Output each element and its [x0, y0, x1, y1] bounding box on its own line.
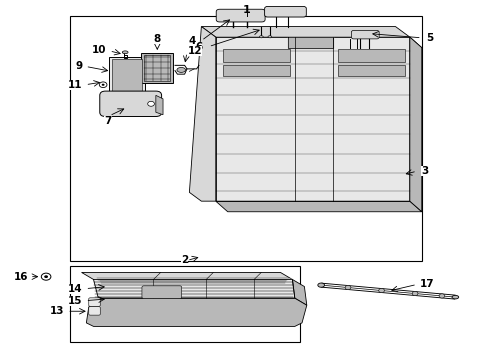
Polygon shape — [215, 37, 409, 201]
FancyBboxPatch shape — [216, 9, 264, 22]
FancyBboxPatch shape — [264, 6, 305, 17]
Ellipse shape — [317, 283, 324, 287]
Bar — [141, 53, 172, 83]
Bar — [143, 55, 170, 81]
Circle shape — [102, 84, 104, 86]
Polygon shape — [93, 279, 294, 298]
Circle shape — [147, 101, 154, 106]
FancyBboxPatch shape — [351, 30, 378, 39]
Polygon shape — [86, 298, 306, 327]
Bar — [337, 49, 404, 62]
Ellipse shape — [451, 295, 458, 299]
Text: 3: 3 — [420, 166, 427, 176]
Circle shape — [44, 275, 48, 278]
Polygon shape — [215, 201, 421, 212]
Text: 17: 17 — [419, 279, 433, 289]
Text: 7: 7 — [104, 117, 111, 126]
Text: 15: 15 — [68, 296, 82, 306]
Text: 6: 6 — [195, 42, 202, 51]
Ellipse shape — [177, 67, 185, 72]
Polygon shape — [81, 273, 292, 279]
Polygon shape — [287, 37, 332, 48]
Text: 14: 14 — [68, 284, 82, 294]
Text: 1: 1 — [243, 5, 250, 15]
Circle shape — [41, 273, 51, 280]
Polygon shape — [201, 27, 409, 37]
Circle shape — [411, 291, 417, 296]
Circle shape — [378, 288, 384, 293]
Bar — [223, 49, 289, 62]
Circle shape — [99, 82, 107, 87]
Polygon shape — [409, 37, 421, 212]
Text: 11: 11 — [68, 80, 82, 90]
Bar — [337, 66, 404, 76]
FancyBboxPatch shape — [89, 298, 100, 306]
Text: 4: 4 — [188, 36, 195, 46]
Circle shape — [345, 285, 350, 290]
Bar — [223, 66, 289, 76]
Polygon shape — [409, 37, 421, 212]
Text: 13: 13 — [50, 306, 64, 316]
Circle shape — [438, 294, 444, 298]
Text: 10: 10 — [92, 45, 106, 55]
FancyBboxPatch shape — [89, 307, 100, 315]
Ellipse shape — [267, 36, 271, 38]
Text: 2: 2 — [181, 256, 188, 265]
FancyBboxPatch shape — [100, 91, 161, 117]
Bar — [109, 57, 145, 94]
Bar — [69, 16, 421, 261]
Text: 16: 16 — [13, 272, 28, 282]
Polygon shape — [292, 279, 306, 305]
Ellipse shape — [122, 51, 128, 54]
Text: 5: 5 — [426, 33, 433, 43]
Ellipse shape — [259, 36, 263, 38]
Text: 8: 8 — [153, 34, 161, 44]
Text: 9: 9 — [75, 61, 82, 71]
Polygon shape — [189, 27, 215, 201]
Bar — [112, 59, 142, 91]
Text: 12: 12 — [187, 46, 202, 56]
Polygon shape — [156, 95, 163, 115]
Bar — [69, 266, 299, 342]
FancyBboxPatch shape — [142, 286, 182, 298]
